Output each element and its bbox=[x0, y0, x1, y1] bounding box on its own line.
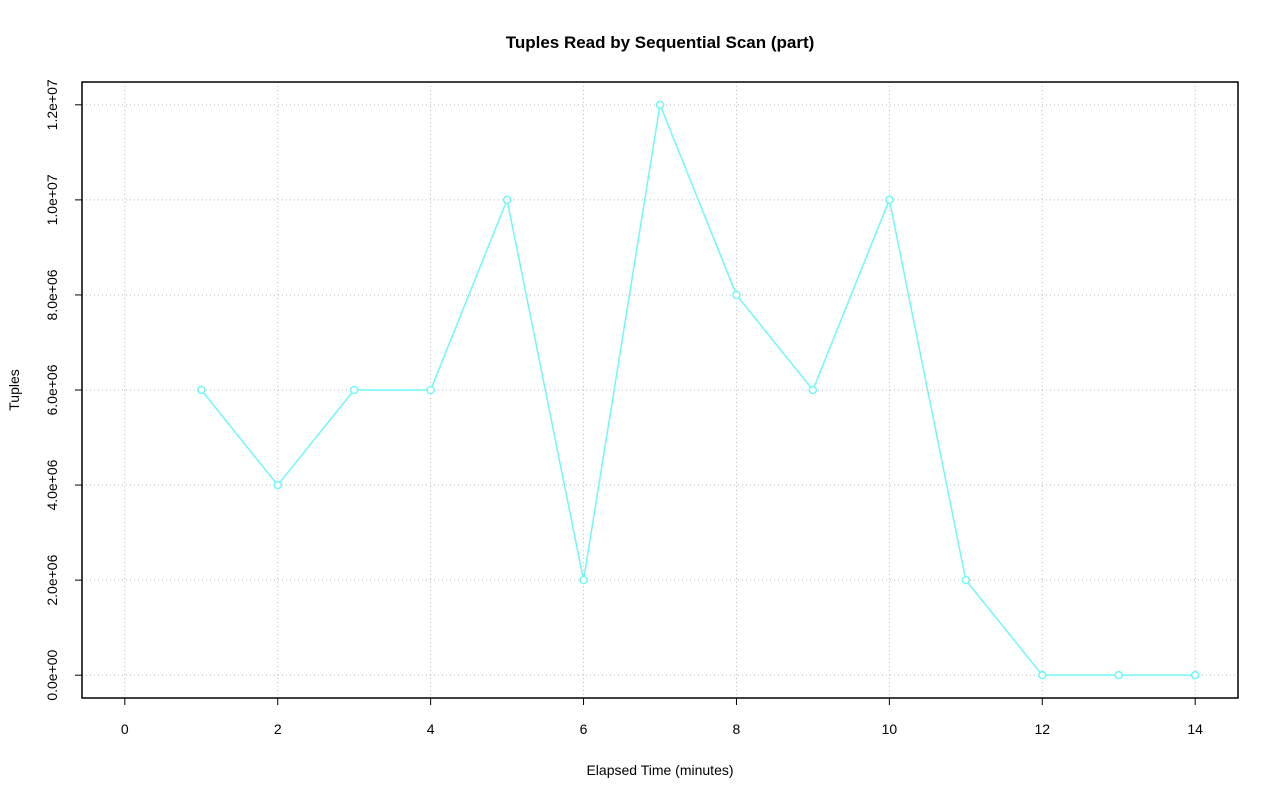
y-tick-label: 2.0e+06 bbox=[44, 554, 60, 605]
y-tick-label: 4.0e+06 bbox=[44, 459, 60, 510]
point bbox=[961, 575, 971, 585]
point bbox=[349, 385, 359, 395]
chart-title: Tuples Read by Sequential Scan (part) bbox=[506, 33, 815, 52]
point bbox=[1038, 670, 1047, 680]
point bbox=[885, 195, 894, 205]
x-tick-label: 2 bbox=[274, 721, 282, 737]
y-tick-label: 6.0e+06 bbox=[44, 364, 60, 415]
x-tick-label: 4 bbox=[427, 721, 435, 737]
x-tick-label: 10 bbox=[882, 721, 898, 737]
x-axis-label: Elapsed Time (minutes) bbox=[586, 762, 733, 778]
point bbox=[426, 385, 435, 395]
point bbox=[197, 385, 206, 395]
point bbox=[655, 100, 665, 110]
x-tick-label: 0 bbox=[121, 721, 129, 737]
point bbox=[579, 575, 588, 585]
point bbox=[1114, 670, 1123, 680]
y-tick-label: 8.0e+06 bbox=[44, 269, 60, 320]
point bbox=[732, 290, 741, 300]
x-tick-label: 6 bbox=[580, 721, 588, 737]
point bbox=[808, 385, 818, 395]
y-tick-label: 1.2e+07 bbox=[44, 79, 60, 130]
x-tick-label: 8 bbox=[733, 721, 741, 737]
point bbox=[1190, 670, 1200, 680]
x-tick-label: 12 bbox=[1034, 721, 1050, 737]
y-axis-label: Tuples bbox=[6, 369, 22, 411]
point bbox=[273, 480, 282, 490]
point bbox=[502, 195, 512, 205]
line bbox=[200, 102, 1196, 676]
x-tick-label: 14 bbox=[1187, 721, 1203, 737]
y-tick-label: 1.0e+07 bbox=[44, 174, 60, 225]
plot-frame bbox=[81, 81, 1239, 699]
y-tick-label: 0.0e+00 bbox=[44, 649, 60, 700]
